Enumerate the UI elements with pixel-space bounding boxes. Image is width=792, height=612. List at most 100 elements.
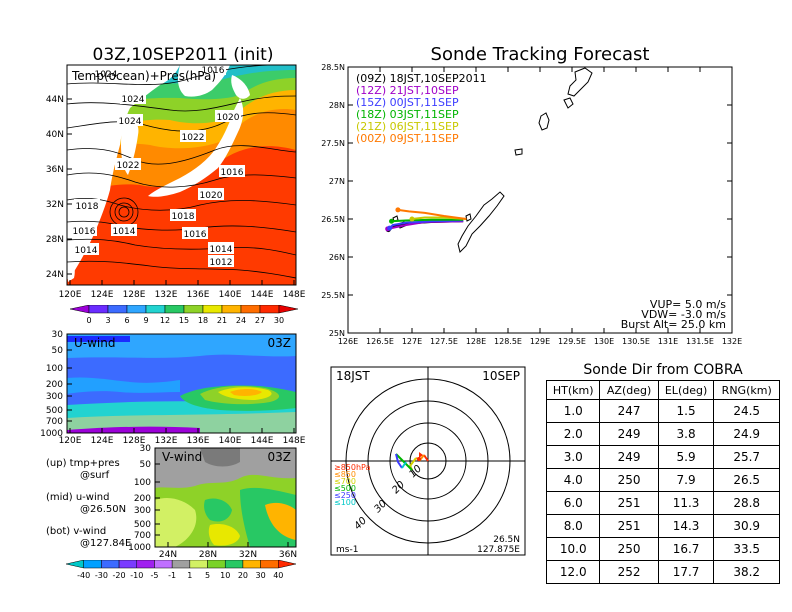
vwind-colorbar-cell: [101, 560, 120, 569]
map-lat-tick: 44N: [46, 95, 64, 105]
uwind-lon-tick: 124E: [91, 436, 114, 446]
tracking-legend: (09Z) 18JST,10SEP2011(12Z) 21JST,10SEP (1…: [356, 72, 487, 145]
vwind-colorbar-cell: [207, 560, 226, 569]
temp-colorbar-label: 3: [105, 316, 110, 325]
polar-legend-entry: ≤500: [334, 484, 356, 493]
polar-time: 18JST: [336, 369, 370, 383]
isobar-label: 1016: [182, 227, 208, 240]
sonde-table-row: 3.0 249 5.9 25.7: [545, 445, 780, 469]
uwind-lon-tick: 136E: [187, 436, 210, 446]
sonde-table-cell: 249: [599, 422, 659, 446]
vwind-colorbar-label: 40: [273, 571, 283, 580]
polar-legend-entry: ≤700: [334, 477, 356, 486]
polar-lat: 26.5N: [493, 535, 520, 545]
svg-text:1016: 1016: [221, 168, 244, 178]
sonde-table-header: HT(km): [545, 380, 601, 400]
tracking-legend-entry: (12Z) 21JST,10SEP: [356, 84, 459, 97]
isobar-label: 1020: [215, 110, 241, 123]
isobar-label: 1016: [71, 224, 97, 237]
vwind-lat-tick: 32N: [239, 550, 257, 560]
vdw-info: VDW= -3.0 m/s: [641, 308, 726, 321]
tracking-lat-tick: 26N: [329, 253, 345, 262]
uwind-time: 03Z: [268, 336, 292, 350]
tracking-lon-tick: 126E: [338, 337, 358, 346]
tracking-lat-tick: 27N: [329, 177, 345, 186]
sonde-table-header: AZ(deg): [599, 380, 659, 400]
svg-text:1022: 1022: [117, 161, 140, 171]
sonde-table-cell: 6.0: [545, 491, 601, 515]
sonde-table-cell: 4.0: [545, 468, 601, 492]
svg-text:1016: 1016: [202, 66, 225, 76]
svg-text:1022: 1022: [182, 133, 205, 143]
uwind-lon-tick: 120E: [59, 436, 82, 446]
temp-colorbar-cell: [164, 305, 185, 314]
isobar-label: 1024: [120, 92, 146, 105]
svg-text:1016: 1016: [73, 227, 96, 237]
temp-colorbar-cell: [240, 305, 261, 314]
sonde-table-header: EL(deg): [657, 380, 715, 400]
sonde-table-cell: 38.2: [713, 560, 780, 584]
svg-text:1020: 1020: [200, 191, 223, 201]
vwind-p-tick: 200: [134, 494, 151, 504]
svg-text:1024: 1024: [122, 95, 145, 105]
legend-notes: (up) tmp+pres @surf (mid) u-wind @26.50N…: [46, 458, 131, 550]
sonde-table-cell: 11.3: [657, 491, 715, 515]
temp-colorbar-label: 24: [236, 316, 246, 325]
vwind-p-tick: 300: [134, 506, 151, 516]
sonde-table-cell: 1.0: [545, 399, 601, 423]
vwind-colorbar-cell: [189, 560, 208, 569]
temp-colorbar-label: 30: [274, 316, 284, 325]
sonde-table-cell: 12.0: [545, 560, 601, 584]
isobar-label: 1018: [170, 209, 196, 222]
temp-colorbar-label: 12: [160, 316, 170, 325]
vwind-p-tick: 30: [140, 444, 152, 454]
map-label: Temp(ocean)+Pres(hPa): [71, 69, 216, 83]
temp-colorbar-cell: [69, 305, 90, 314]
temp-colorbar-label: 27: [255, 316, 265, 325]
tracking-legend-entry: (09Z) 18JST,10SEP2011: [356, 72, 487, 85]
isobar-label: 1018: [74, 199, 100, 212]
tracking-title: Sonde Tracking Forecast: [430, 44, 650, 65]
vwind-colorbar-cell: [224, 560, 244, 569]
sonde-track-end: [395, 207, 401, 213]
tracking-lat-tick: 28N: [329, 101, 345, 110]
sonde-table-row: 10.0 250 16.7 33.5: [545, 537, 780, 561]
temp-colorbar-label: 21: [217, 316, 227, 325]
tracking-legend-entry: (18Z) 03JST,11SEP: [356, 108, 459, 121]
sonde-table-row: 2.0 249 3.8 24.9: [545, 422, 780, 446]
note-up-sub: @surf: [80, 470, 110, 481]
map-axis-ticks: 44N 40N 36N 32N 28N 24N 120E 124E 128E 132E 136E 14…: [46, 95, 306, 300]
temp-colorbar-label: 6: [124, 316, 129, 325]
sonde-track: [397, 208, 467, 220]
isobar-label: 1014: [111, 224, 137, 237]
sonde-table-cell: 251: [599, 491, 659, 515]
vwind-colorbar-label: -10: [130, 571, 143, 580]
uwind-p-tick: 500: [46, 406, 63, 416]
sonde-table-title: Sonde Dir from COBRA: [583, 362, 743, 378]
temp-colorbar-label: 18: [198, 316, 208, 325]
isobar-label: 1024: [93, 67, 119, 80]
map-lon-tick: 148E: [283, 290, 306, 300]
note-mid-sub: @26.50N: [80, 504, 127, 515]
temp-colorbar: 0 3 6 9 12 15 18 21 24 27 30: [69, 305, 299, 325]
tracking-lat-tick: 25N: [329, 329, 345, 338]
polar-date: 10SEP: [482, 369, 520, 383]
svg-text:1014: 1014: [113, 227, 136, 237]
vwind-p-tick: 50: [140, 460, 152, 470]
sonde-table-cell: 251: [599, 514, 659, 538]
map-lat-tick: 28N: [46, 235, 64, 245]
sonde-table-row: 4.0 250 7.9 26.5: [545, 468, 780, 492]
vwind-colorbar-cell: [118, 560, 138, 569]
vwind-colorbar-cell: [278, 560, 297, 569]
uwind-lon-tick: 144E: [251, 436, 274, 446]
sonde-table-cell: 250: [599, 468, 659, 492]
svg-text:1018: 1018: [172, 212, 195, 222]
vwind-colorbar-label: 5: [205, 571, 210, 580]
sonde-table-cell: 10.0: [545, 537, 601, 561]
vwind-colorbar-cell: [154, 560, 173, 569]
tracking-lat-tick: 25.5N: [321, 291, 345, 300]
